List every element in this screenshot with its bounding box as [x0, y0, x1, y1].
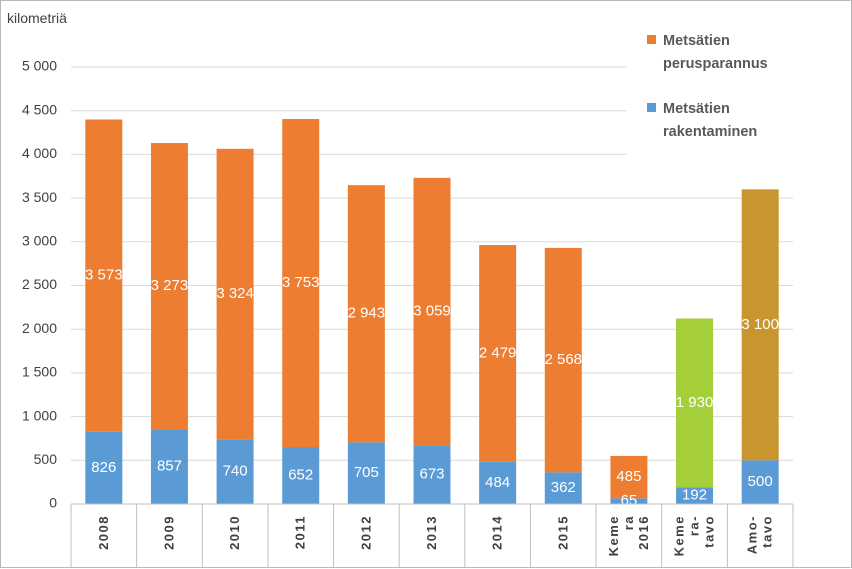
x-axis: 2008 2009 2010 2011 2012 2013 2014 2015 Keme ra 20… — [70, 503, 794, 567]
legend-entry: Metsätien rakentaminen — [647, 101, 757, 140]
x-tick-label-line: 2009 — [161, 515, 176, 550]
x-tick-label: 2010 — [227, 515, 242, 550]
y-tick-label: 1 000 — [22, 407, 57, 423]
x-tick-label-line: Keme — [672, 515, 687, 556]
x-tick-label-line: Amo- — [745, 515, 760, 554]
y-tick-label: 3 000 — [22, 233, 57, 249]
x-tick-label-line: 2015 — [555, 515, 570, 550]
x-tick-label-line: Keme — [606, 515, 621, 556]
y-tick-label: 4 500 — [22, 101, 57, 117]
bar-segment-rakentaminen — [347, 442, 385, 504]
bar-segment-rakentaminen — [479, 461, 517, 504]
x-tick-label-line: 2016 — [636, 515, 651, 550]
data-label-rakentaminen: 500 — [748, 473, 773, 490]
legend-label-line: rakentaminen — [663, 124, 757, 140]
data-label-perusparannus: 3 273 — [151, 277, 189, 294]
legend: Metsätien perusparannus Metsätien rakentami… — [647, 33, 768, 140]
bar-segment-perusparannus — [676, 318, 714, 488]
data-label-perusparannus: 3 100 — [741, 316, 779, 333]
x-tick-label: Keme ra-tavo — [672, 515, 717, 556]
bar-segment-perusparannus — [610, 455, 648, 499]
data-label-rakentaminen: 362 — [551, 479, 576, 496]
legend-label-line: Metsätien — [663, 101, 730, 117]
bar-segment-perusparannus — [150, 143, 188, 430]
x-tick-label-line: ra — [621, 515, 636, 530]
bar-segment-perusparannus — [413, 177, 451, 446]
x-tick-label: 2015 — [555, 515, 570, 550]
x-tick-label-line: tavo — [702, 515, 717, 548]
legend-entry: Metsätien perusparannus — [647, 33, 768, 72]
x-tick-label-line: 2012 — [358, 515, 373, 550]
x-tick-label: Amo-tavo — [745, 515, 775, 554]
x-tick-label-line: tavo — [760, 515, 775, 548]
bar-segment-rakentaminen — [676, 487, 714, 504]
legend-swatch — [647, 35, 656, 44]
data-label-rakentaminen: 652 — [288, 466, 313, 483]
bar-segment-rakentaminen — [741, 460, 779, 504]
data-label-perusparannus: 2 943 — [348, 305, 386, 322]
x-tick-label-line: 2008 — [96, 515, 111, 550]
x-tick-label: 2008 — [96, 515, 111, 550]
data-label-rakentaminen: 65 — [621, 492, 638, 509]
bar-segment-perusparannus — [479, 245, 517, 462]
bar-data-labels: 826 3 573 857 3 273 740 3 324 652 3 753 705 2 943… — [85, 267, 779, 509]
bar-segment-rakentaminen — [85, 431, 123, 504]
data-label-rakentaminen: 740 — [223, 463, 248, 480]
y-unit-label: kilometriä — [7, 10, 67, 26]
y-tick-label: 1 500 — [22, 364, 57, 380]
y-tick-label: 5 000 — [22, 58, 57, 74]
data-label-rakentaminen: 192 — [682, 487, 707, 504]
bar-segment-rakentaminen — [544, 472, 582, 504]
y-tick-label: 4 000 — [22, 145, 57, 161]
data-label-rakentaminen: 484 — [485, 474, 510, 491]
data-label-perusparannus: 2 568 — [544, 351, 582, 368]
data-label-perusparannus: 3 753 — [282, 274, 320, 291]
bar-segment-rakentaminen — [413, 445, 451, 504]
data-label-rakentaminen: 826 — [91, 459, 116, 476]
data-label-rakentaminen: 673 — [419, 466, 444, 483]
bar-segment-perusparannus — [85, 119, 123, 432]
x-tick-label-line: ra- — [687, 515, 702, 536]
bar-segment-rakentaminen — [282, 447, 320, 504]
x-tick-label: 2012 — [358, 515, 373, 550]
bar-segment-perusparannus — [544, 247, 582, 473]
x-tick-label: 2009 — [161, 515, 176, 550]
bar-segment-perusparannus — [216, 148, 254, 440]
data-label-perusparannus: 485 — [616, 468, 641, 485]
bar-segment-perusparannus — [741, 189, 779, 461]
legend-label-line: perusparannus — [663, 56, 768, 72]
x-tick-label: 2013 — [424, 515, 439, 550]
x-tick-label-line: 2010 — [227, 515, 242, 550]
x-tick-label: 2011 — [293, 515, 308, 549]
data-label-rakentaminen: 705 — [354, 464, 379, 481]
y-tick-label: 3 500 — [22, 189, 57, 205]
x-tick-label-line: 2014 — [490, 515, 505, 550]
y-tick-label: 2 000 — [22, 320, 57, 336]
data-label-perusparannus: 3 324 — [216, 285, 254, 302]
data-label-perusparannus: 2 479 — [479, 344, 517, 361]
x-tick-label: Keme ra 2016 — [606, 515, 651, 556]
y-tick-label: 500 — [34, 451, 58, 467]
y-tick-labels: 0 500 1 000 1 500 2 000 2 500 3 000 3 500 4 000 4… — [22, 58, 57, 511]
bar-segment-rakentaminen — [610, 498, 648, 504]
x-tick-label-line: 2011 — [293, 515, 308, 549]
y-tick-label: 0 — [49, 495, 57, 511]
bar-segment-rakentaminen — [150, 429, 188, 504]
bar-series — [85, 119, 779, 504]
legend-swatch — [647, 103, 656, 112]
data-label-perusparannus: 1 930 — [676, 394, 714, 411]
bar-segment-perusparannus — [347, 185, 385, 443]
x-tick-label-line: 2013 — [424, 515, 439, 550]
x-tick-label: 2014 — [490, 515, 505, 550]
data-label-perusparannus: 3 573 — [85, 267, 123, 284]
data-label-perusparannus: 3 059 — [413, 302, 451, 319]
legend-label-line: Metsätien — [663, 33, 730, 49]
data-label-rakentaminen: 857 — [157, 458, 182, 475]
y-tick-label: 2 500 — [22, 276, 57, 292]
bar-segment-perusparannus — [282, 119, 320, 448]
bar-segment-rakentaminen — [216, 439, 254, 504]
